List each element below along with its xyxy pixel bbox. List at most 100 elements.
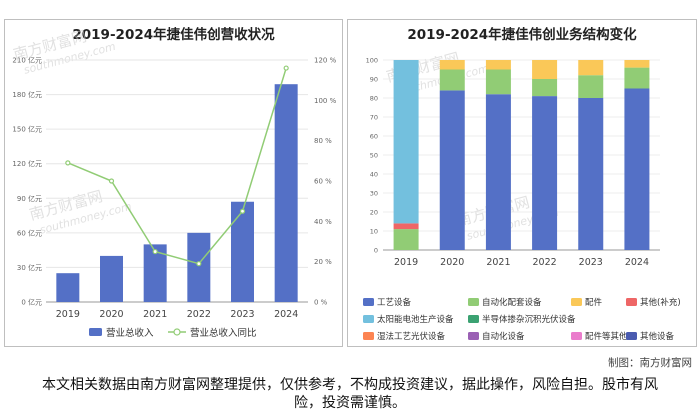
revenue-bar: [143, 244, 167, 302]
legend-label: 自动化配套设备: [482, 297, 542, 308]
legend-swatch: [468, 315, 479, 323]
stacked-segment: [578, 98, 604, 250]
stacked-segment: [624, 88, 650, 250]
x-axis-tick-label: 2019: [394, 257, 418, 268]
business-structure-chart-panel: 2019-2024年捷佳伟创业务结构变化 南方财富网 southmoney.com…: [347, 19, 697, 347]
right-axis-tick-label: 60 %: [314, 178, 332, 186]
legend-label: 其他设备: [640, 331, 675, 342]
stacked-segment: [393, 223, 419, 230]
legend-marker-yoy: [173, 328, 181, 336]
stacked-segment: [393, 60, 419, 224]
y-axis-tick-label: 70: [370, 114, 378, 122]
stacked-segment: [439, 69, 465, 91]
x-axis-tick-label: 2020: [99, 309, 123, 320]
right-axis-tick-label: 120 %: [314, 57, 337, 65]
revenue-bar: [100, 255, 123, 302]
stacked-segment: [485, 69, 511, 95]
x-axis-tick-label: 2022: [532, 257, 556, 268]
structure-chart-title: 2019-2024年捷佳伟创业务结构变化: [407, 27, 637, 43]
right-axis-tick-label: 100 %: [314, 97, 337, 105]
y-axis-tick-label: 90: [370, 76, 378, 84]
right-axis-tick-label: 20 %: [314, 258, 332, 266]
y-axis-tick-label: 40: [370, 171, 378, 179]
legend-label-yoy: 营业总收入同比: [190, 327, 257, 339]
legend-label: 太阳能电池生产设备: [377, 314, 454, 325]
stacked-segment: [624, 60, 650, 68]
legend-swatch: [571, 332, 582, 340]
stacked-segment: [532, 96, 558, 250]
legend-label: 湿法工艺光伏设备: [377, 331, 446, 342]
yoy-point: [283, 65, 289, 71]
x-axis-tick-label: 2020: [440, 257, 464, 268]
left-axis-tick-label: 90 亿元: [17, 194, 42, 203]
x-axis-tick-label: 2023: [230, 309, 254, 320]
legend-label: 半导体掺杂沉积光伏设备: [482, 314, 576, 325]
stacked-segment: [624, 67, 650, 89]
right-axis-tick-label: 80 %: [314, 137, 332, 145]
revenue-bar: [187, 232, 211, 302]
legend-swatch: [363, 315, 374, 323]
left-axis-tick-label: 30 亿元: [17, 263, 42, 272]
x-axis-tick-label: 2021: [143, 309, 167, 320]
x-axis-tick-label: 2022: [187, 309, 211, 320]
legend-label-revenue: 营业总收入: [106, 327, 154, 339]
y-axis-tick-label: 80: [370, 95, 378, 103]
y-axis-tick-label: 20: [370, 209, 378, 217]
y-axis-tick-label: 10: [370, 228, 378, 236]
legend-label: 工艺设备: [377, 297, 412, 308]
stacked-segment: [485, 94, 511, 250]
stacked-segment: [532, 79, 558, 97]
legend-swatch: [468, 298, 479, 306]
stacked-segment: [532, 60, 558, 79]
stacked-segment: [439, 90, 465, 251]
revenue-bar: [56, 273, 80, 302]
y-axis-tick-label: 30: [370, 190, 378, 198]
left-axis-tick-label: 150 亿元: [12, 125, 42, 134]
legend-label: 配件等其他: [585, 331, 628, 342]
stacked-segment: [439, 60, 465, 70]
yoy-point: [65, 160, 71, 166]
disclaimer-text: 本文相关数据由南方财富网整理提供，仅供参考，不构成投资建议，据此操作，风险自担。…: [42, 377, 658, 411]
yoy-point: [108, 178, 115, 184]
revenue-chart-title: 2019-2024年捷佳伟创营收状况: [72, 27, 275, 43]
legend-label: 自动化设备: [482, 331, 525, 342]
stacked-segment: [578, 75, 604, 98]
legend-swatch: [571, 298, 582, 306]
y-axis-tick-label: 50: [370, 152, 378, 160]
x-axis-tick-label: 2024: [274, 309, 298, 320]
y-axis-tick-label: 100: [366, 57, 378, 65]
yoy-point: [196, 261, 202, 267]
stacked-segment: [578, 60, 604, 76]
legend-label: 其他(补充): [640, 297, 681, 308]
y-axis-tick-label: 0: [374, 247, 378, 255]
left-axis-tick-label: 180 亿元: [12, 90, 42, 99]
legend-swatch: [626, 298, 637, 306]
revenue-chart-panel: 2019-2024年捷佳伟创营收状况 南方财富网 southmoney.com 南方…: [4, 19, 343, 347]
yoy-line: [67, 67, 287, 265]
yoy-point: [152, 248, 158, 255]
left-axis-tick-label: 120 亿元: [12, 159, 42, 168]
stacked-segment: [485, 60, 511, 70]
revenue-bar: [274, 84, 298, 302]
x-axis-tick-label: 2019: [56, 309, 80, 320]
x-axis-tick-label: 2021: [486, 257, 510, 268]
right-axis-tick-label: 40 %: [314, 218, 332, 226]
legend-swatch: [363, 298, 374, 306]
right-axis-tick-label: 0 %: [314, 299, 328, 307]
legend-swatch: [468, 332, 479, 340]
revenue-chart: 南方财富网southmoney.com南方财富网southmoney.com0 …: [11, 27, 337, 339]
left-axis-tick-label: 60 亿元: [17, 228, 42, 237]
revenue-bar: [231, 201, 254, 302]
chart-credit: 制图：南方财富网: [608, 357, 692, 369]
x-axis-tick-label: 2023: [579, 257, 603, 268]
business-structure-chart: 南方财富网southmoney.com南方财富网southmoney.com01…: [363, 49, 681, 342]
y-axis-tick-label: 60: [370, 133, 378, 141]
stacked-segment: [393, 229, 419, 250]
legend-swatch: [626, 332, 637, 340]
x-axis-tick-label: 2024: [625, 257, 649, 268]
left-axis-tick-label: 0 亿元: [21, 298, 42, 307]
left-axis-tick-label: 210 亿元: [12, 56, 42, 65]
legend-swatch: [363, 332, 374, 340]
legend-swatch-revenue: [89, 328, 102, 336]
yoy-point: [239, 208, 246, 214]
